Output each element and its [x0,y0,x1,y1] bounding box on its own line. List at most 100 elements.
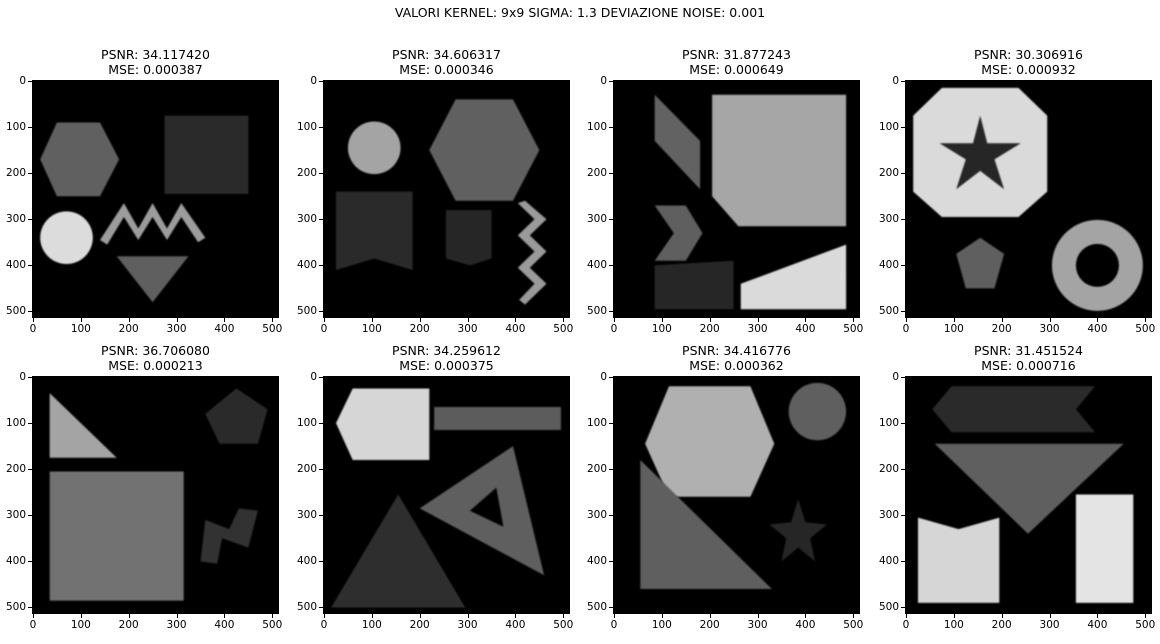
subplot-title: PSNR: 34.416776 MSE: 0.000362 [614,343,859,373]
mse-label: MSE: 0.000346 [399,62,494,77]
mse-label: MSE: 0.000387 [108,62,203,77]
y-tick-label: 500 [287,601,323,613]
x-tick-label: 200 [114,318,144,335]
x-tick-label: 500 [838,318,868,335]
y-tick-label: 500 [287,305,323,317]
shape-0 [40,122,120,197]
y-tick-label: 400 [287,259,323,271]
shape-3 [1051,219,1143,311]
psnr-label: PSNR: 36.706080 [101,343,210,358]
x-tick-label: 400 [1082,318,1112,335]
x-tick-label: 400 [790,614,820,631]
x-tick-label: 0 [891,614,921,631]
subplot-title: PSNR: 31.877243 MSE: 0.000649 [614,47,859,77]
y-tick-label: 0 [869,371,905,383]
mse-label: MSE: 0.000375 [399,358,494,373]
shape-1 [164,115,249,194]
shape-2 [419,446,545,576]
x-tick-label: 200 [114,614,144,631]
psnr-label: PSNR: 34.606317 [392,47,501,62]
x-tick-label: 400 [209,614,239,631]
mse-label: MSE: 0.000932 [981,62,1076,77]
shape-0 [645,386,775,497]
y-tick-label: 200 [0,463,32,475]
y-tick-label: 300 [577,509,613,521]
shape-0 [932,386,1095,433]
x-tick-label: 300 [1035,614,1065,631]
y-tick-label: 0 [0,371,32,383]
y-tick-label: 500 [577,305,613,317]
y-tick-label: 300 [869,509,905,521]
image-plot [32,376,279,614]
psnr-label: PSNR: 34.117420 [101,47,210,62]
x-tick-label: 500 [548,614,578,631]
shape-1 [788,382,847,441]
subplot-title: PSNR: 34.117420 MSE: 0.000387 [33,47,278,77]
shape-1 [712,94,847,227]
y-tick-label: 0 [577,371,613,383]
image-plot [323,80,570,318]
subplot-title: PSNR: 30.306916 MSE: 0.000932 [906,47,1151,77]
y-tick-label: 500 [869,305,905,317]
y-tick-label: 400 [869,259,905,271]
shape-1 [434,407,561,430]
shape-4 [116,256,189,303]
shape-3 [200,508,258,564]
y-tick-label: 0 [0,75,32,87]
y-tick-label: 300 [577,213,613,225]
x-tick-label: 100 [357,614,387,631]
y-tick-label: 300 [0,213,32,225]
y-tick-label: 200 [577,463,613,475]
shape-4 [517,200,547,305]
shape-0 [654,94,701,190]
shape-2 [956,237,1005,289]
y-tick-label: 300 [287,213,323,225]
y-tick-label: 400 [287,555,323,567]
x-tick-label: 100 [939,318,969,335]
image-plot [905,376,1152,614]
shape-3 [100,203,206,245]
x-tick-label: 200 [405,614,435,631]
y-tick-label: 500 [869,601,905,613]
x-tick-label: 200 [695,614,725,631]
shape-3 [769,499,827,562]
x-tick-label: 500 [257,318,287,335]
psnr-label: PSNR: 30.306916 [974,47,1083,62]
image-canvas [913,87,1143,311]
x-tick-label: 100 [357,318,387,335]
subplot-title: PSNR: 34.259612 MSE: 0.000375 [324,343,569,373]
y-tick-label: 200 [869,167,905,179]
x-tick-label: 0 [599,318,629,335]
y-tick-label: 500 [577,601,613,613]
x-tick-label: 300 [1035,318,1065,335]
x-tick-label: 200 [695,318,725,335]
x-tick-label: 100 [647,614,677,631]
y-tick-label: 100 [869,121,905,133]
shape-2 [40,211,93,265]
image-plot [613,376,860,614]
x-tick-label: 100 [647,318,677,335]
y-tick-label: 400 [869,555,905,567]
shape-3 [446,210,492,266]
y-tick-label: 300 [287,509,323,521]
image-canvas [336,99,547,305]
shape-4 [740,244,847,310]
y-tick-label: 200 [577,167,613,179]
x-tick-label: 100 [939,614,969,631]
y-tick-label: 400 [0,259,32,271]
x-tick-label: 400 [790,318,820,335]
y-tick-label: 300 [869,213,905,225]
x-tick-label: 400 [500,318,530,335]
x-tick-label: 0 [891,318,921,335]
x-tick-label: 500 [1130,614,1160,631]
shape-0 [336,388,430,460]
x-tick-label: 500 [1130,318,1160,335]
mse-label: MSE: 0.000716 [981,358,1076,373]
y-tick-label: 200 [0,167,32,179]
psnr-label: PSNR: 34.259612 [392,343,501,358]
psnr-label: PSNR: 34.416776 [682,343,791,358]
y-tick-label: 400 [577,259,613,271]
y-tick-label: 0 [869,75,905,87]
image-canvas [40,115,249,303]
shape-2 [336,191,413,270]
